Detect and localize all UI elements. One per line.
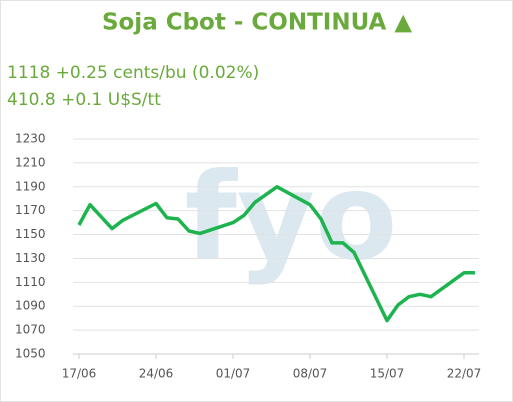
watermark: fyo: [185, 149, 398, 288]
x-tick-label: 15/07: [370, 367, 405, 381]
price-line: 410.8 +0.1 U$S/tt: [7, 90, 161, 110]
y-tick-label: 1070: [15, 323, 46, 337]
y-tick-label: 1050: [15, 347, 46, 361]
y-tick-label: 1090: [15, 299, 46, 313]
y-tick-label: 1210: [15, 155, 46, 169]
y-tick-label: 1230: [15, 132, 46, 146]
y-tick-label: 1150: [15, 227, 46, 241]
x-tick-label: 01/07: [216, 367, 251, 381]
y-tick-label: 1130: [15, 251, 46, 265]
price-line: 1118 +0.25 cents/bu (0.02%): [7, 63, 259, 83]
chart-title: Soja Cbot - CONTINUA ▲: [102, 10, 412, 36]
x-tick-label: 08/07: [293, 367, 328, 381]
x-tick-label: 17/06: [62, 367, 97, 381]
y-tick-label: 1170: [15, 203, 46, 217]
y-tick-label: 1110: [15, 275, 46, 289]
x-tick-label: 22/07: [447, 367, 482, 381]
price-line-series: [77, 185, 475, 323]
x-tick-label: 24/06: [139, 367, 174, 381]
y-tick-label: 1190: [15, 179, 46, 193]
